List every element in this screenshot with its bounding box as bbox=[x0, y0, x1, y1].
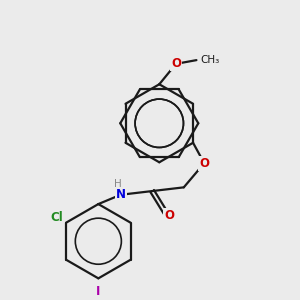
Text: O: O bbox=[164, 209, 174, 222]
Text: Cl: Cl bbox=[50, 211, 63, 224]
Text: H: H bbox=[114, 179, 122, 189]
Text: CH₃: CH₃ bbox=[200, 55, 219, 65]
Text: O: O bbox=[171, 57, 181, 70]
Text: O: O bbox=[199, 157, 209, 170]
Text: I: I bbox=[96, 285, 100, 298]
Text: N: N bbox=[116, 188, 126, 201]
